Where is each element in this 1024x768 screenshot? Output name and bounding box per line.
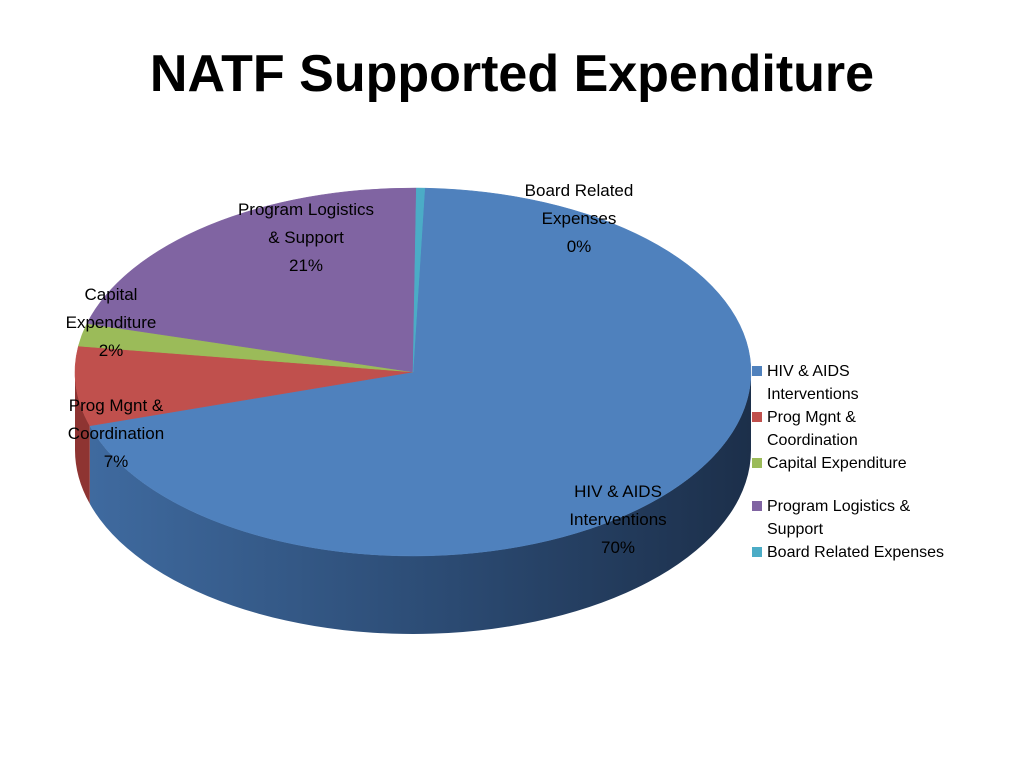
pie-side-0: [89, 372, 751, 635]
legend-item: Program Logistics & Support: [752, 495, 1012, 541]
legend-item: Prog Mgnt & Coordination: [752, 406, 1012, 452]
legend-item: Board Related Expenses: [752, 541, 1012, 564]
legend-item: HIV & AIDS Interventions: [752, 360, 1012, 406]
pie-slice-program-logistics-support: [86, 187, 417, 373]
legend-item: Capital Expenditure: [752, 452, 1012, 475]
data-label-3: Program Logistics & Support 21%: [238, 200, 374, 275]
legend-label: Prog Mgnt & Coordination: [767, 409, 858, 449]
pie-side-1: [75, 372, 90, 504]
data-labels: HIV & AIDS Interventions 70% Prog Mgnt & Coo…: [66, 181, 667, 557]
chart-title: NATF Supported Expenditure: [149, 45, 875, 103]
data-label-4: Board Related Expenses 0%: [525, 181, 634, 256]
pie-slice-board-related-expenses: [412, 187, 426, 373]
pie-tops: [74, 187, 752, 557]
pie-slice-hiv-aids-interventions: [89, 187, 752, 557]
legend-label: Capital Expenditure: [767, 455, 907, 472]
pie-slice-prog-mgnt-coordination: [74, 345, 414, 427]
legend-swatch: [752, 412, 762, 422]
legend-label: Program Logistics & Support: [767, 498, 911, 538]
data-label-1: Prog Mgnt & Coordination 7%: [68, 396, 164, 471]
legend-label: Board Related Expenses: [767, 544, 944, 561]
legend-label: HIV & AIDS Interventions: [767, 363, 859, 403]
legend-swatch: [752, 547, 762, 557]
legend: HIV & AIDS Interventions Prog Mgnt & Coordi…: [752, 360, 1012, 564]
pie-sides: [75, 372, 751, 635]
data-label-0: HIV & AIDS Interventions 70%: [569, 482, 666, 557]
legend-swatch: [752, 458, 762, 468]
legend-swatch: [752, 501, 762, 511]
legend-swatch: [752, 366, 762, 376]
data-label-2: Capital Expenditure 2%: [66, 285, 157, 360]
